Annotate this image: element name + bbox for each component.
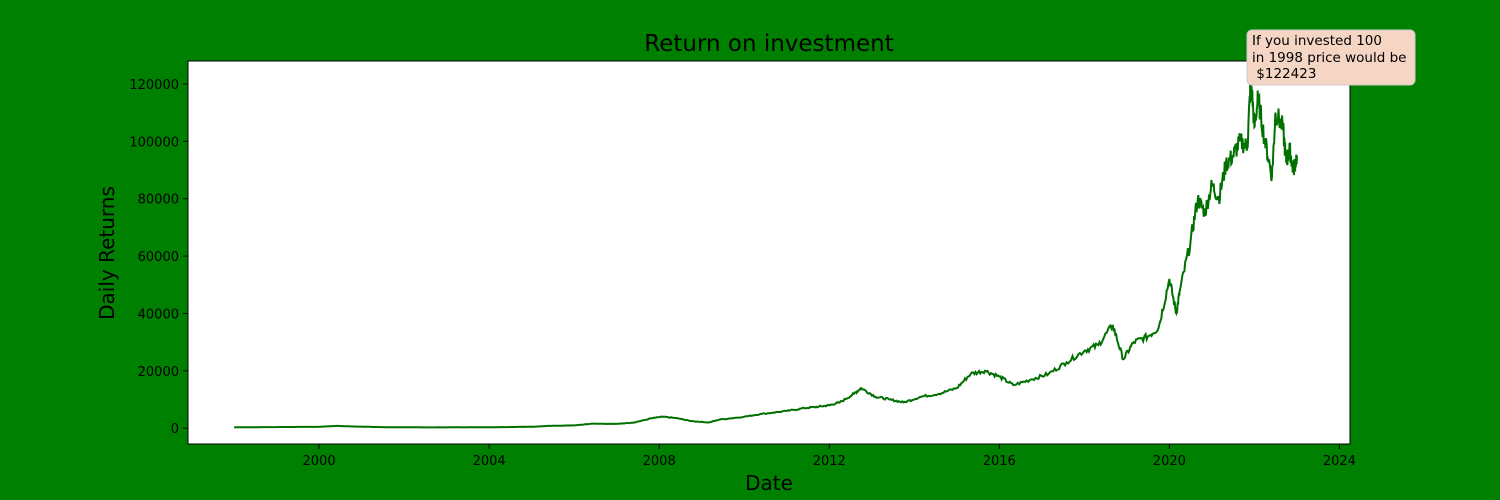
y-tick-label: 0 (171, 422, 179, 437)
x-tick-label: 2012 (813, 454, 846, 469)
chart-title: Return on investment (644, 31, 893, 57)
y-axis-ticks: 0 20000 40000 60000 80000 100000 120000 (129, 78, 188, 437)
x-tick-label: 2000 (303, 454, 336, 469)
x-tick-label: 2004 (473, 454, 506, 469)
x-tick-label: 2020 (1153, 454, 1186, 469)
y-tick-label: 80000 (138, 193, 179, 208)
plot-area (187, 60, 1351, 445)
series-line (234, 73, 1298, 429)
x-axis-ticks: 2000 2004 2008 2012 2016 2020 2024 (303, 444, 1356, 469)
x-axis-label: Date (745, 471, 793, 495)
x-tick-label: 2016 (983, 454, 1016, 469)
x-tick-label: 2008 (643, 454, 676, 469)
y-tick-label: 100000 (129, 135, 179, 150)
y-tick-label: 60000 (138, 250, 179, 265)
x-tick-label: 2024 (1323, 454, 1356, 469)
annotation-line-3: $122423 (1252, 66, 1316, 82)
annotation-line-1: If you invested 100 (1252, 33, 1382, 49)
annotation-line-2: in 1998 price would be (1252, 50, 1406, 66)
annotation: If you invested 100 in 1998 price would … (1246, 29, 1416, 86)
y-tick-label: 40000 (138, 307, 179, 322)
y-axis-label: Daily Returns (95, 186, 119, 320)
annotation-box (1246, 29, 1416, 86)
y-tick-label: 120000 (129, 78, 179, 93)
y-tick-label: 20000 (138, 365, 179, 380)
